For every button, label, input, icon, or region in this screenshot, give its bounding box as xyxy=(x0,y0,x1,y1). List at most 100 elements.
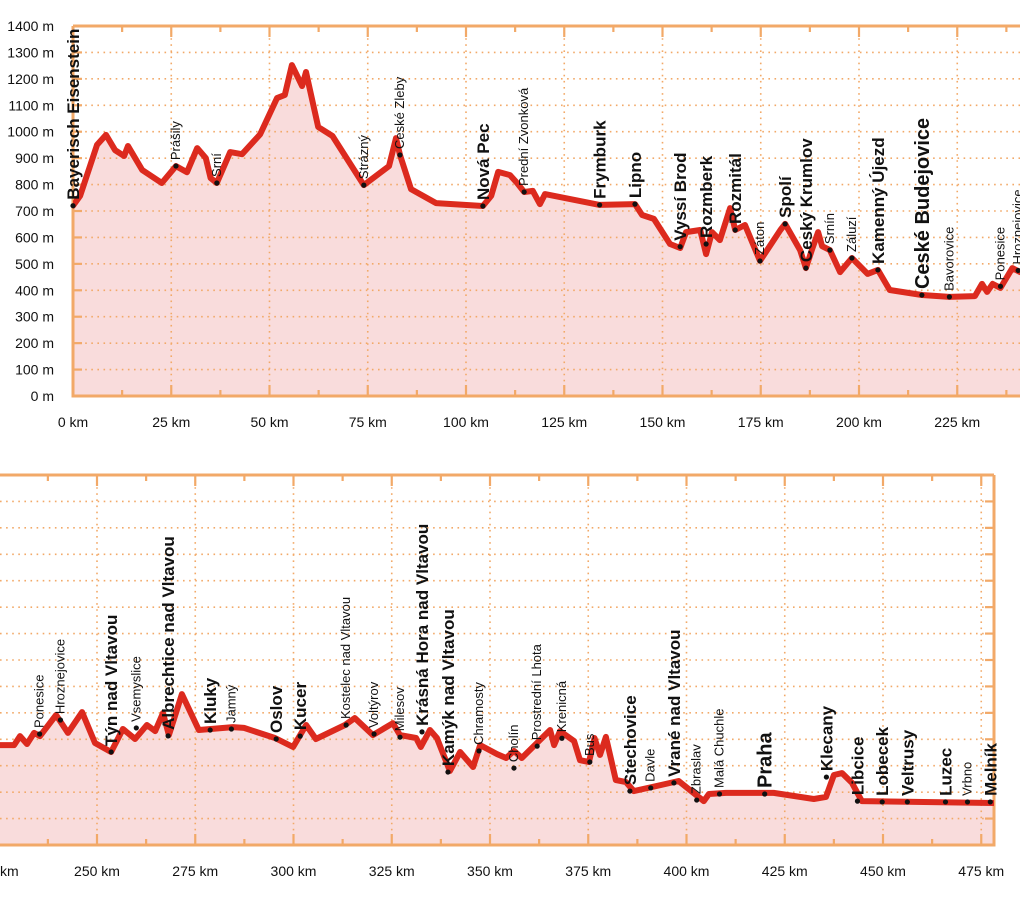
station-label: Kostelec nad Vltavou xyxy=(338,597,353,719)
station-label: Spolí xyxy=(776,175,795,218)
station-label: Oslov xyxy=(267,685,286,733)
station-dot xyxy=(559,735,565,741)
station-dot xyxy=(371,731,377,737)
station-dot xyxy=(879,799,885,805)
station-label: Chramosty xyxy=(471,682,486,745)
station-dot xyxy=(273,736,279,742)
station-dot xyxy=(228,726,235,732)
station-label: Záton xyxy=(752,222,767,255)
station-label: Vrané nad Vltavou xyxy=(665,629,684,776)
station-label: Klecany xyxy=(817,705,836,771)
y-tick-label: 600 m xyxy=(15,229,54,245)
station-label: Luzec xyxy=(937,748,956,796)
station-dot xyxy=(133,725,139,731)
station-dot xyxy=(823,774,830,780)
station-dot xyxy=(445,769,451,775)
station-dot xyxy=(587,759,593,765)
station-dot xyxy=(904,799,910,805)
station-dot xyxy=(703,241,709,247)
x-tick-label: 150 km xyxy=(640,414,686,430)
elevation-area-fill xyxy=(73,65,1020,396)
station-label: Nová Pec xyxy=(474,123,493,200)
station-label: Davle xyxy=(643,749,658,782)
station-label: Hroznejovice xyxy=(1010,189,1020,264)
y-tick-label: 900 m xyxy=(15,150,54,166)
x-tick-label: 300 km xyxy=(271,863,317,879)
station-label: Bavorovice xyxy=(941,227,956,291)
station-label: Kamýk nad Vltavou xyxy=(439,609,458,766)
station-dot xyxy=(694,797,700,803)
station-label: Zbraslav xyxy=(689,744,704,794)
station-dot xyxy=(480,203,486,209)
station-label: Libcice xyxy=(849,737,868,796)
station-label: Krásná Hora nad Vltavou xyxy=(413,524,432,726)
station-label: Praha xyxy=(755,732,777,788)
station-dot xyxy=(987,799,993,805)
station-label: Melník xyxy=(981,742,1000,795)
station-dot xyxy=(997,283,1004,289)
x-tick-label: 100 km xyxy=(443,414,489,430)
station-label: Ponesice xyxy=(32,674,47,727)
station-label: Strázný xyxy=(356,135,371,180)
station-label: Prášily xyxy=(168,121,183,161)
station-dot xyxy=(597,202,603,208)
station-dot xyxy=(677,244,683,250)
station-dot xyxy=(782,221,788,227)
x-tick-label: 25 km xyxy=(152,414,190,430)
x-tick-label: 75 km xyxy=(349,414,387,430)
x-tick-label: 250 km xyxy=(74,863,120,879)
y-tick-label: 700 m xyxy=(15,203,54,219)
x-tick-label: 175 km xyxy=(738,414,784,430)
y-tick-label: 1400 m xyxy=(7,18,54,34)
station-dot xyxy=(476,748,482,754)
station-dot xyxy=(214,180,220,186)
station-dot xyxy=(343,722,349,728)
x-tick-label: 350 km xyxy=(467,863,513,879)
station-dot xyxy=(1015,267,1020,274)
station-label: Lobecek xyxy=(873,726,892,796)
station-label: Voltýrov xyxy=(366,681,381,728)
station-label: Cholín xyxy=(506,725,521,763)
station-dot xyxy=(57,717,64,723)
station-label: Krenicná xyxy=(554,680,569,732)
station-label: Ceské Zleby xyxy=(392,76,407,149)
station-dot xyxy=(919,292,925,298)
station-dot xyxy=(757,258,763,264)
y-tick-label: 800 m xyxy=(15,177,54,193)
station-dot xyxy=(875,267,881,273)
station-label: Albrechtice nad Vltavou xyxy=(159,536,178,730)
station-label: Lipno xyxy=(626,152,645,198)
station-dot xyxy=(849,255,855,261)
station-dot xyxy=(716,791,723,797)
station-label: Prední Zvonková xyxy=(516,87,531,186)
x-tick-label-partial: km xyxy=(0,863,19,879)
station-dot xyxy=(297,733,303,739)
x-tick-label: 450 km xyxy=(860,863,906,879)
station-dot xyxy=(942,799,949,805)
y-tick-label: 1000 m xyxy=(7,124,54,140)
station-dot xyxy=(946,294,952,300)
station-label: Stechovice xyxy=(621,695,640,785)
station-dot xyxy=(671,780,677,786)
station-label: Záluzí xyxy=(844,216,859,252)
y-tick-label: 1200 m xyxy=(7,71,54,87)
x-tick-label: 475 km xyxy=(958,863,1004,879)
station-dot xyxy=(762,791,768,797)
x-tick-label: 125 km xyxy=(541,414,587,430)
station-dot xyxy=(207,727,213,733)
station-dot xyxy=(854,798,861,804)
x-tick-label: 50 km xyxy=(250,414,288,430)
station-label: Kluky xyxy=(201,677,220,724)
y-tick-label: 300 m xyxy=(15,309,54,325)
station-label: Jamný xyxy=(223,684,238,723)
bottom-chart-lower-section: 250 km 275 km 300 km 325 km 350 km 375 km 400 … xyxy=(0,473,1004,879)
x-tick-label: 275 km xyxy=(172,863,218,879)
station-dot xyxy=(419,729,425,735)
station-label: Kucer xyxy=(291,682,310,731)
station-dot xyxy=(534,743,540,749)
station-label: Kamenný Újezd xyxy=(869,137,888,264)
station-label: Vsemyslice xyxy=(128,656,143,722)
station-label: Milesov xyxy=(392,687,407,732)
station-dot xyxy=(511,765,517,771)
